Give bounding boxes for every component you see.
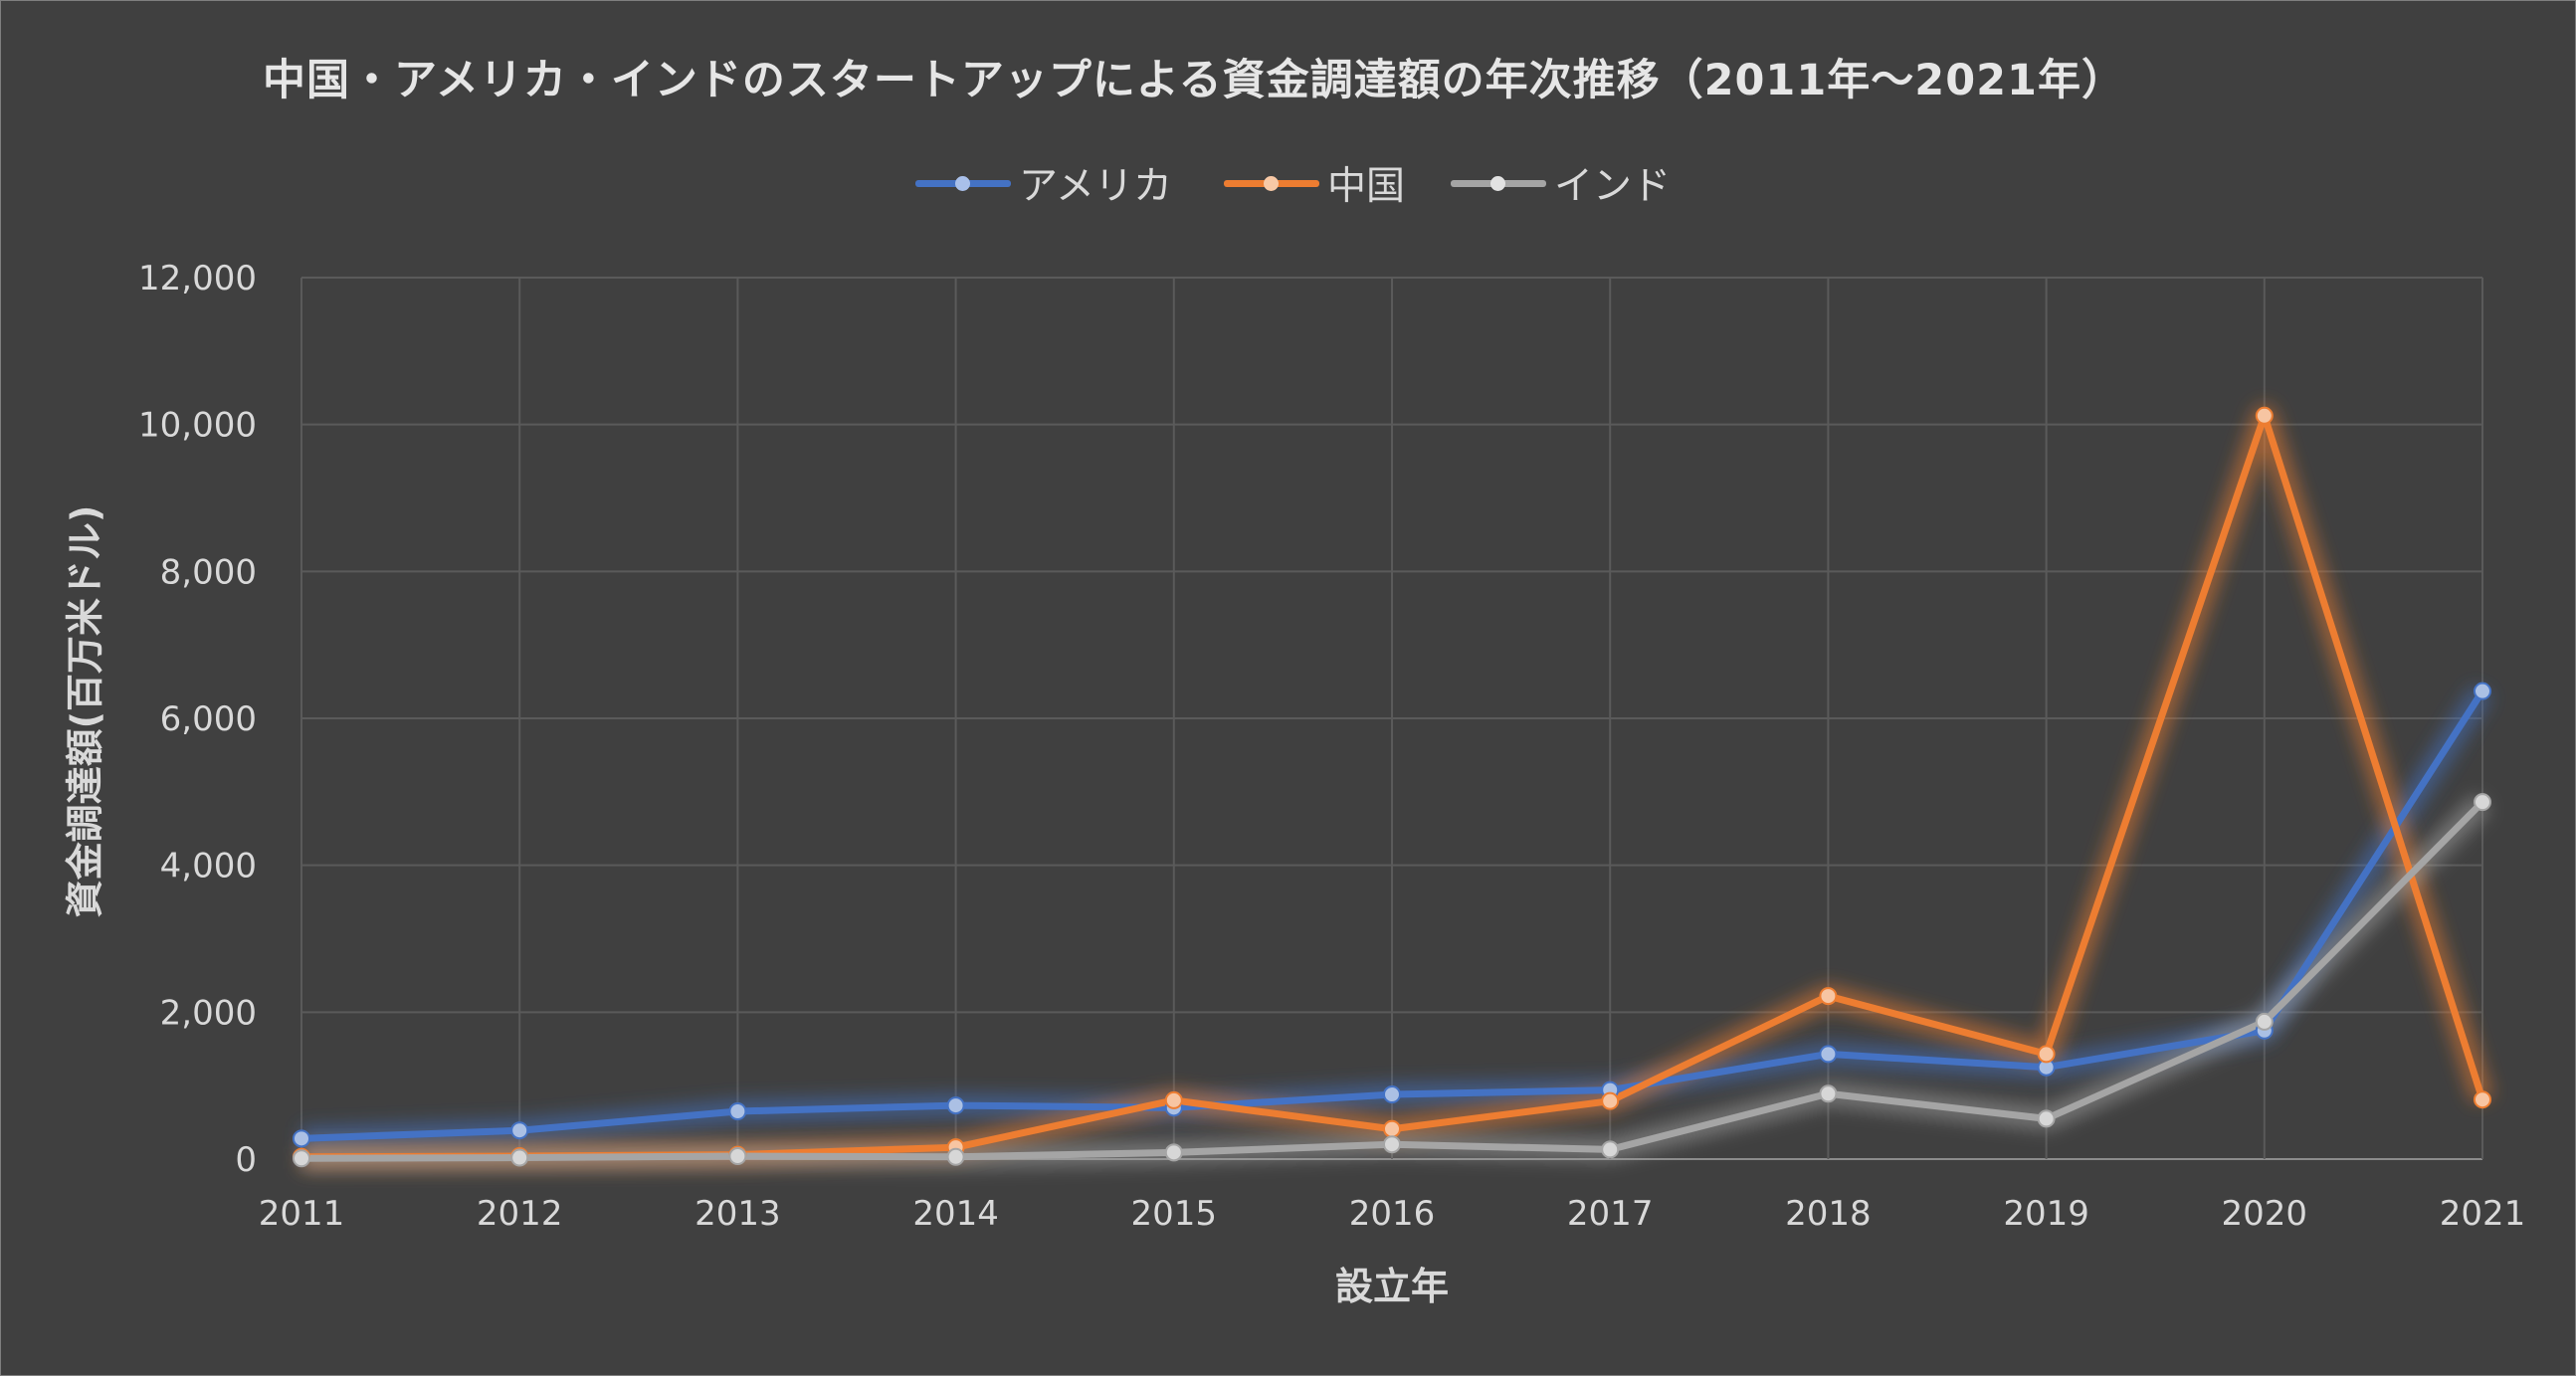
data-point-1	[2037, 1045, 2056, 1064]
legend-item-china: 中国	[1224, 155, 1405, 211]
data-point-2	[728, 1147, 747, 1166]
data-point-2	[2037, 1109, 2056, 1128]
legend-marker-china	[1224, 155, 1319, 211]
legend-item-usa: アメリカ	[915, 155, 1172, 211]
x-tick-label: 2017	[1567, 1194, 1654, 1234]
y-tick-label: 8,000	[160, 552, 257, 592]
data-point-0	[2474, 682, 2491, 700]
x-tick-label: 2016	[1349, 1194, 1436, 1234]
data-point-1	[1601, 1091, 1620, 1110]
chart-title: 中国・アメリカ・インドのスタートアップによる資金調達額の年次推移（2011年～2…	[263, 56, 2125, 105]
data-point-0	[1819, 1045, 1838, 1064]
legend-label-china: 中国	[1327, 164, 1406, 209]
legend-label-india: インド	[1554, 164, 1672, 209]
legend-marker-usa	[915, 155, 1011, 211]
legend: アメリカ 中国 インド	[0, 155, 2576, 215]
x-axis-label: 設立年	[1334, 1265, 1450, 1308]
y-tick-label: 6,000	[160, 699, 257, 739]
data-point-1	[1819, 987, 1838, 1006]
data-point-2	[946, 1147, 965, 1166]
data-point-1	[1383, 1119, 1401, 1138]
data-point-2	[1164, 1143, 1183, 1162]
data-point-2	[293, 1149, 310, 1168]
x-tick-label: 2021	[2440, 1194, 2526, 1234]
y-tick-label: 2,000	[160, 993, 257, 1033]
x-tick-label: 2013	[694, 1194, 781, 1234]
x-tick-label: 2011	[259, 1194, 345, 1234]
legend-item-india: インド	[1451, 155, 1671, 211]
data-point-0	[946, 1096, 965, 1115]
x-tick-label: 2019	[2003, 1194, 2089, 1234]
data-point-1	[2255, 406, 2274, 425]
data-point-2	[1601, 1140, 1620, 1159]
data-point-2	[2255, 1012, 2274, 1031]
data-point-1	[2474, 1090, 2491, 1109]
data-point-0	[510, 1121, 529, 1140]
y-tick-label: 12,000	[138, 259, 257, 298]
legend-marker-india	[1451, 155, 1546, 211]
y-tick-label: 4,000	[160, 847, 257, 886]
data-point-2	[1383, 1135, 1401, 1154]
data-point-0	[728, 1102, 747, 1121]
legend-label-usa: アメリカ	[1019, 164, 1173, 209]
data-point-2	[2474, 793, 2491, 812]
x-tick-label: 2014	[912, 1194, 999, 1234]
y-tick-label: 10,000	[138, 406, 257, 446]
data-point-2	[1819, 1084, 1838, 1103]
y-tick-label: 0	[235, 1140, 257, 1180]
data-point-2	[510, 1148, 529, 1167]
x-tick-label: 2018	[1785, 1194, 1872, 1234]
x-tick-label: 2012	[477, 1194, 563, 1234]
x-tick-label: 2020	[2222, 1194, 2308, 1234]
x-tick-label: 2015	[1131, 1194, 1218, 1234]
data-point-1	[1164, 1090, 1183, 1109]
data-point-0	[293, 1129, 310, 1148]
data-point-0	[1383, 1085, 1401, 1104]
